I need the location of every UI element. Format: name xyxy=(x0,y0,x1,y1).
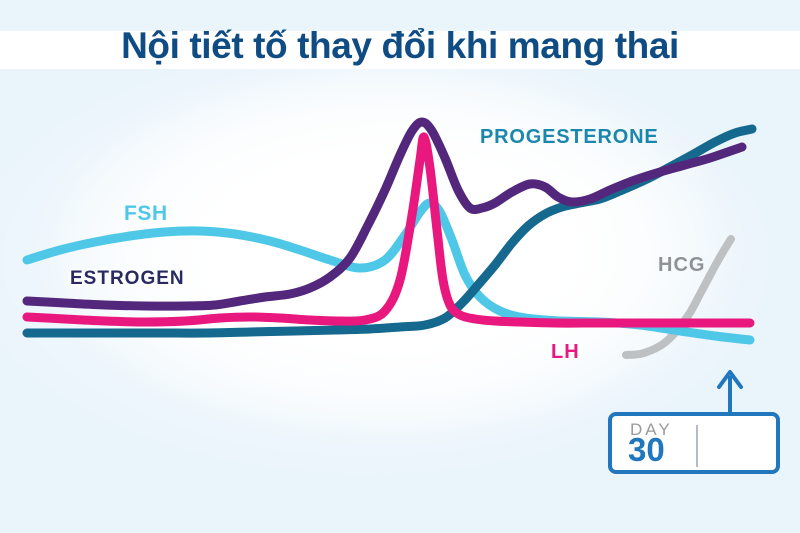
curve-label-progesterone: PROGESTERONE xyxy=(480,126,659,148)
day-marker-number: 30 xyxy=(628,431,665,468)
curve-label-estrogen: ESTROGEN xyxy=(70,268,185,289)
curve-label-fsh: FSH xyxy=(124,202,168,225)
day-marker-box: DAY 30 xyxy=(608,412,780,474)
day-marker-inner: DAY 30 xyxy=(612,416,776,470)
day-marker-arrow xyxy=(717,370,743,412)
curve-layer xyxy=(22,117,757,359)
day-marker-divider xyxy=(696,425,698,467)
title-band xyxy=(0,31,800,69)
page-title: Nội tiết tố thay đổi khi mang thai xyxy=(121,25,679,66)
curve-label-hcg: HCG xyxy=(658,254,706,276)
curve-label-lh: LH xyxy=(551,341,580,363)
arrow-head xyxy=(717,370,743,389)
curve-estrogen xyxy=(22,117,747,311)
curve-lh xyxy=(22,132,755,328)
day-marker-word: DAY xyxy=(630,420,673,439)
curve-hcg xyxy=(622,235,735,359)
